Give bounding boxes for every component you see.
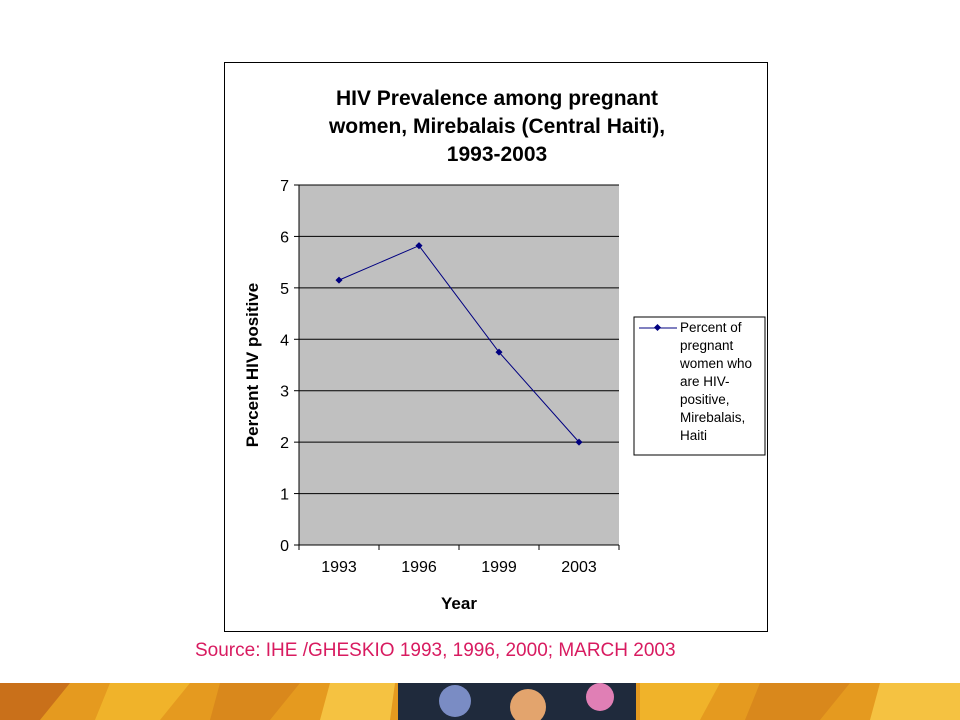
x-tick-label: 1996 xyxy=(401,559,437,576)
legend: Percent of pregnant women who are HIV- p… xyxy=(633,316,766,456)
y-axis-label: Percent HIV positive xyxy=(243,283,262,447)
legend-label-line-6: Mirebalais, xyxy=(680,410,745,425)
banner-artwork xyxy=(0,683,960,720)
y-tick-label: 5 xyxy=(280,281,289,298)
chart-title-line-1: HIV Prevalence among pregnant xyxy=(336,87,658,110)
legend-label-line-3: women who xyxy=(679,356,752,371)
legend-swatch-marker xyxy=(653,323,662,332)
source-caption: Source: IHE /GHESKIO 1993, 1996, 2000; M… xyxy=(195,640,676,661)
y-ticks: 0 1 2 3 4 5 6 7 xyxy=(280,178,299,555)
x-axis-label: Year xyxy=(441,594,477,613)
legend-label-line-7: Haiti xyxy=(680,428,707,443)
chart-svg: HIV Prevalence among pregnant women, Mir… xyxy=(243,87,766,613)
decorative-banner xyxy=(0,683,960,720)
y-tick-label: 3 xyxy=(280,384,289,401)
data-point-marker xyxy=(575,438,583,446)
y-tick-label: 4 xyxy=(280,332,289,349)
legend-label-line-5: positive, xyxy=(680,392,730,407)
x-tick-label: 1993 xyxy=(321,559,357,576)
legend-box xyxy=(633,316,766,456)
legend-label-line-2: pregnant xyxy=(680,338,734,353)
plot-area xyxy=(299,185,619,545)
y-tick-label: 7 xyxy=(280,178,289,195)
chart-title: HIV Prevalence among pregnant women, Mir… xyxy=(328,87,665,166)
data-point-marker xyxy=(335,276,343,284)
y-tick-label: 6 xyxy=(280,229,289,246)
x-tick-label: 1999 xyxy=(481,559,517,576)
data-point-marker xyxy=(415,242,423,250)
legend-label-line-1: Percent of xyxy=(680,320,742,335)
series-group xyxy=(335,242,583,446)
series-line xyxy=(338,245,580,443)
legend-label-line-4: are HIV- xyxy=(680,374,730,389)
x-ticks: 1993 1996 1999 2003 xyxy=(298,545,620,576)
chart-frame: HIV Prevalence among pregnant women, Mir… xyxy=(224,62,768,632)
x-tick-label: 2003 xyxy=(561,559,597,576)
chart-title-line-3: 1993-2003 xyxy=(447,143,547,166)
y-tick-label: 2 xyxy=(280,435,289,452)
data-point-marker xyxy=(495,348,503,356)
y-tick-label: 0 xyxy=(280,538,289,555)
gridlines xyxy=(299,184,619,495)
chart-title-line-2: women, Mirebalais (Central Haiti), xyxy=(328,115,665,138)
y-tick-label: 1 xyxy=(280,487,289,504)
